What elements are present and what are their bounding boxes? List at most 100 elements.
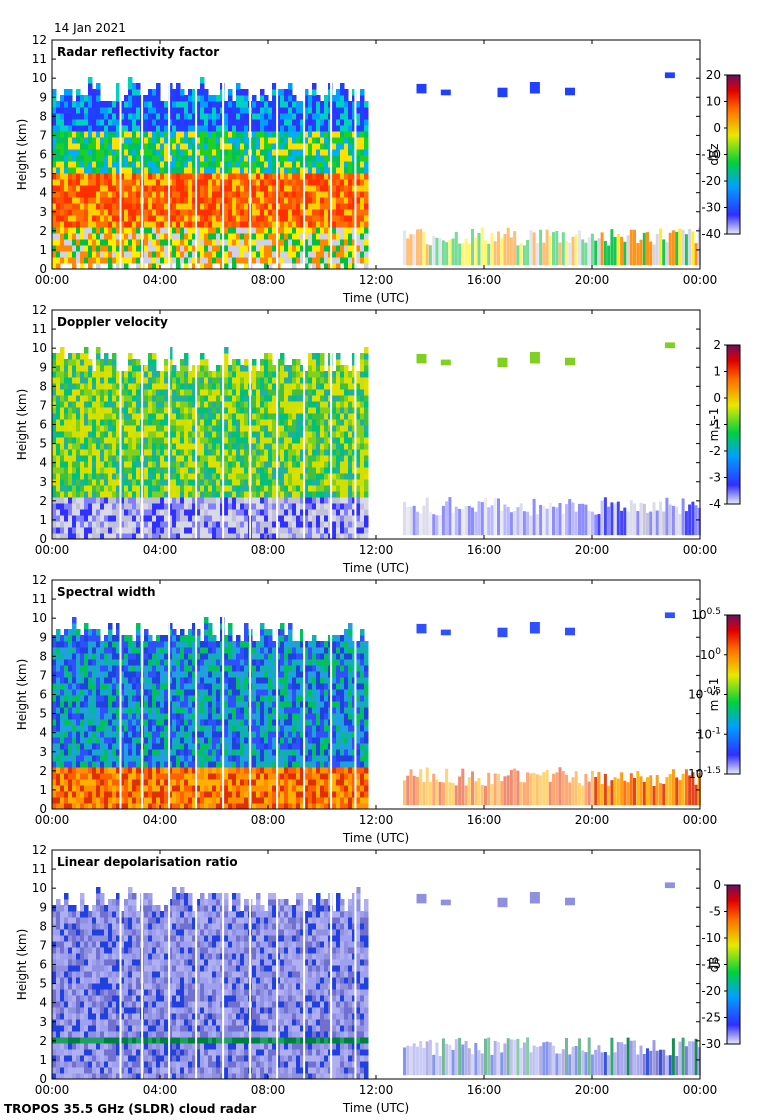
- data-cell: [296, 527, 301, 534]
- data-cell: [96, 521, 101, 528]
- data-cell: [224, 419, 229, 426]
- data-cell: [144, 233, 149, 240]
- data-cell: [76, 113, 81, 120]
- data-cell: [364, 161, 369, 168]
- data-cell: [92, 137, 97, 144]
- data-cell: [68, 413, 73, 420]
- data-cell: [120, 491, 125, 498]
- data-cell: [352, 359, 357, 366]
- data-cell: [360, 89, 365, 96]
- data-cell: [116, 143, 121, 150]
- data-cell: [76, 197, 81, 204]
- data-cell: [92, 161, 97, 168]
- data-cell: [352, 509, 357, 516]
- data-cell: [232, 431, 237, 438]
- data-cell: [272, 383, 277, 390]
- data-cell: [52, 185, 57, 192]
- data-cell: [196, 251, 201, 258]
- data-cell: [344, 461, 349, 468]
- data-cell: [232, 473, 237, 480]
- data-cell: [92, 467, 97, 474]
- data-cell: [332, 521, 337, 528]
- data-cell: [204, 455, 209, 462]
- data-cell: [152, 413, 157, 420]
- data-cell: [264, 149, 269, 156]
- data-cell: [72, 491, 77, 498]
- data-cell: [240, 497, 245, 504]
- data-cell: [88, 185, 93, 192]
- data-cell: [148, 497, 153, 504]
- data-cell: [344, 479, 349, 486]
- data-cell: [116, 407, 121, 414]
- data-cell: [276, 491, 281, 498]
- data-cell: [316, 413, 321, 420]
- data-cell: [64, 365, 69, 372]
- data-cell: [204, 227, 209, 234]
- data-cell: [176, 509, 181, 516]
- data-cell: [272, 131, 277, 138]
- data-cell: [204, 485, 209, 492]
- data-cell: [188, 221, 193, 228]
- y-tick-label: 7: [39, 398, 47, 412]
- data-cell: [252, 119, 257, 126]
- data-cell: [348, 137, 353, 144]
- data-cell: [252, 401, 257, 408]
- data-cell: [148, 527, 153, 534]
- data-cell: [316, 251, 321, 258]
- data-cell: [148, 455, 153, 462]
- data-cell: [288, 491, 293, 498]
- data-cell: [84, 485, 89, 492]
- data-cell: [312, 149, 317, 156]
- data-cell: [336, 401, 341, 408]
- data-cell: [192, 389, 197, 396]
- data-cell: [100, 119, 105, 126]
- data-cell: [232, 377, 237, 384]
- data-cell: [200, 215, 205, 222]
- data-cell: [96, 221, 101, 228]
- data-cell: [180, 233, 185, 240]
- data-cell: [212, 491, 217, 498]
- data-cell: [96, 401, 101, 408]
- data-cell: [272, 497, 277, 504]
- data-cell: [204, 215, 209, 222]
- data-cell: [204, 221, 209, 228]
- data-cell: [348, 149, 353, 156]
- data-cell: [228, 215, 233, 222]
- data-cell: [352, 131, 357, 138]
- data-cell: [232, 197, 237, 204]
- data-cell: [68, 119, 73, 126]
- data-cell: [264, 233, 269, 240]
- data-cell: [168, 143, 173, 150]
- data-cell: [268, 137, 273, 144]
- data-cell: [344, 503, 349, 510]
- data-cell: [80, 371, 85, 378]
- data-cell: [272, 221, 277, 228]
- data-cell: [104, 101, 109, 108]
- data-cell: [356, 455, 361, 462]
- data-cell: [684, 234, 688, 266]
- data-cell: [304, 425, 309, 432]
- data-cell: [260, 161, 265, 168]
- data-cell: [84, 251, 89, 258]
- data-cell: [64, 401, 69, 408]
- data-cell: [268, 515, 273, 522]
- data-cell: [156, 431, 161, 438]
- data-cell: [84, 239, 89, 246]
- data-cell: [312, 527, 317, 534]
- data-cell: [252, 533, 257, 540]
- data-cell: [60, 419, 65, 426]
- data-cell: [116, 383, 121, 390]
- data-cell: [340, 215, 345, 222]
- data-cell: [224, 191, 229, 198]
- data-cell: [236, 197, 241, 204]
- data-cell: [108, 383, 113, 390]
- data-cell: [152, 179, 157, 186]
- data-cell: [324, 245, 329, 252]
- data-cell: [272, 215, 277, 222]
- data-cell: [356, 377, 361, 384]
- data-cell: [88, 233, 93, 240]
- data-cell: [184, 167, 189, 174]
- data-cell: [340, 113, 345, 120]
- data-cell: [240, 389, 245, 396]
- data-cell: [216, 257, 221, 264]
